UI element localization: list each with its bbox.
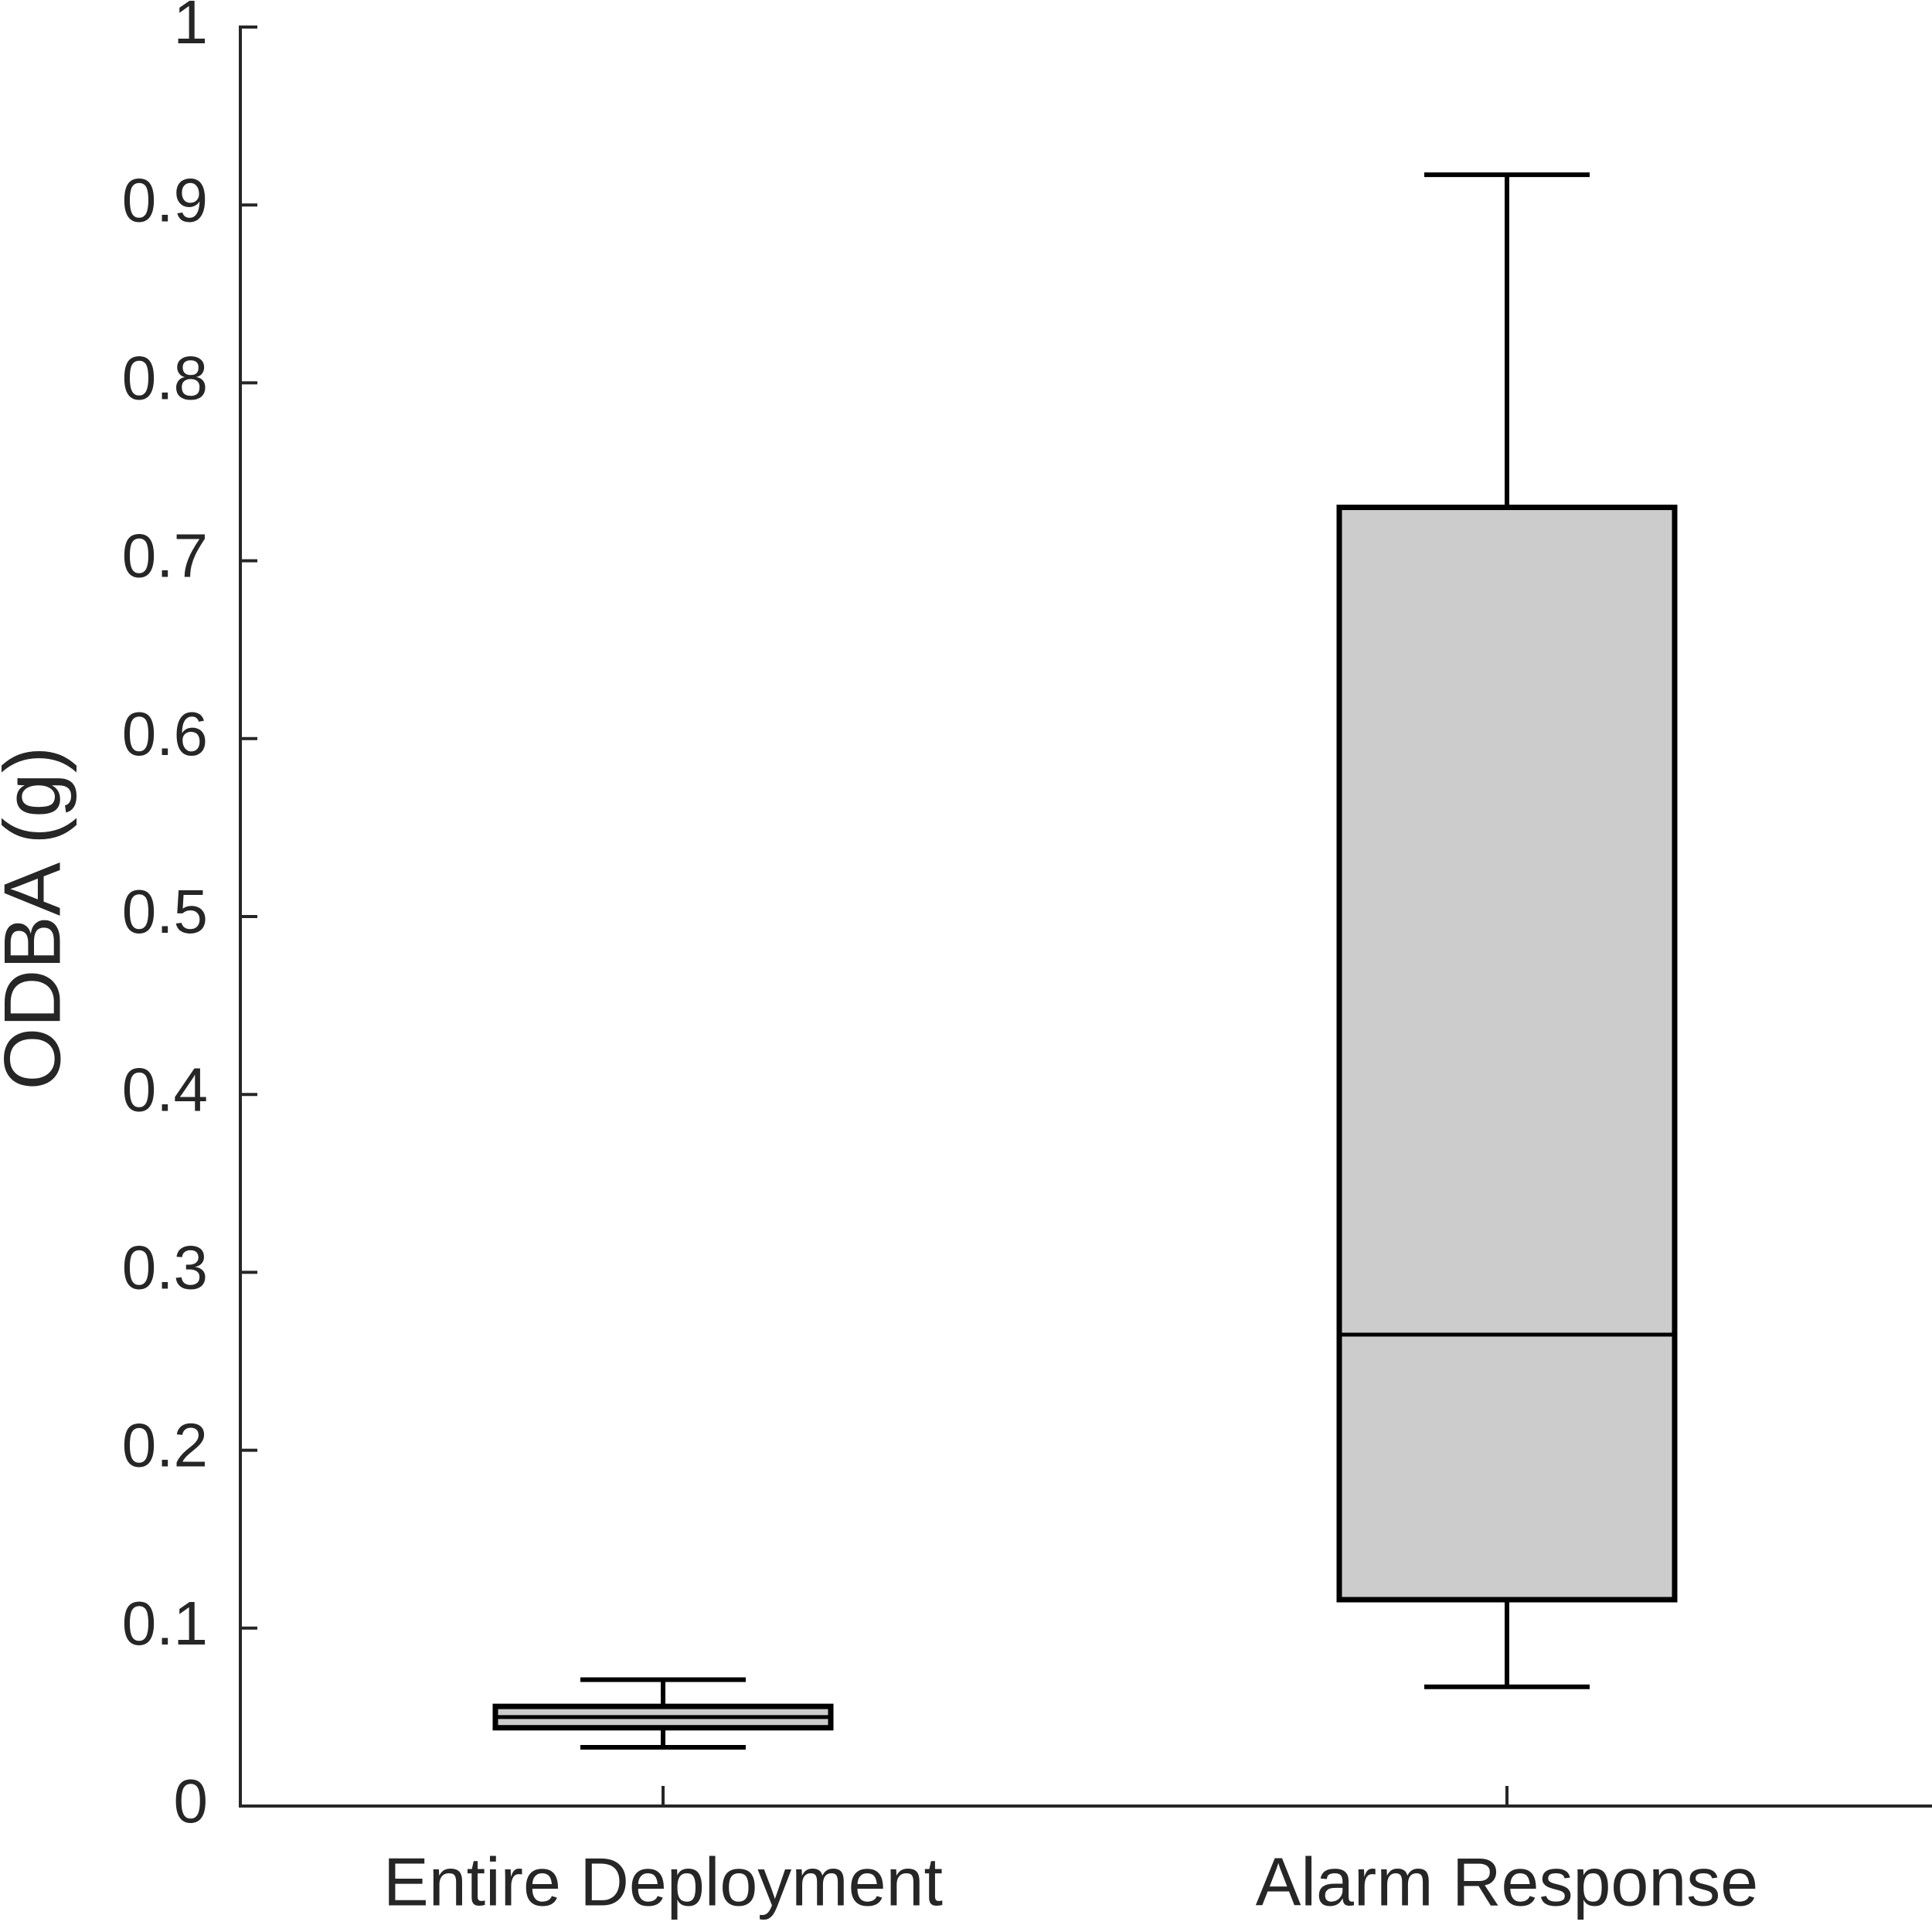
y-tick-label: 0.7 <box>122 522 208 590</box>
y-tick-label: 0.6 <box>122 699 208 768</box>
box <box>1336 505 1678 1603</box>
y-tick-label: 0.1 <box>122 1589 208 1658</box>
x-tick-label: Alarm Response <box>1256 1843 1759 1920</box>
y-tick-label: 0.5 <box>122 877 208 946</box>
x-tick-label: Entire Deployment <box>383 1843 943 1920</box>
y-tick-label: 0.2 <box>122 1411 208 1480</box>
y-tick-label: 0.3 <box>122 1233 208 1302</box>
y-tick-label: 0.9 <box>122 165 208 234</box>
y-tick-label: 0.8 <box>122 344 208 413</box>
y-axis-label: ODBA (g) <box>0 747 77 1090</box>
y-tick-label: 0 <box>174 1767 209 1835</box>
y-tick-label: 1 <box>174 0 209 56</box>
y-tick-label: 0.4 <box>122 1055 208 1124</box>
